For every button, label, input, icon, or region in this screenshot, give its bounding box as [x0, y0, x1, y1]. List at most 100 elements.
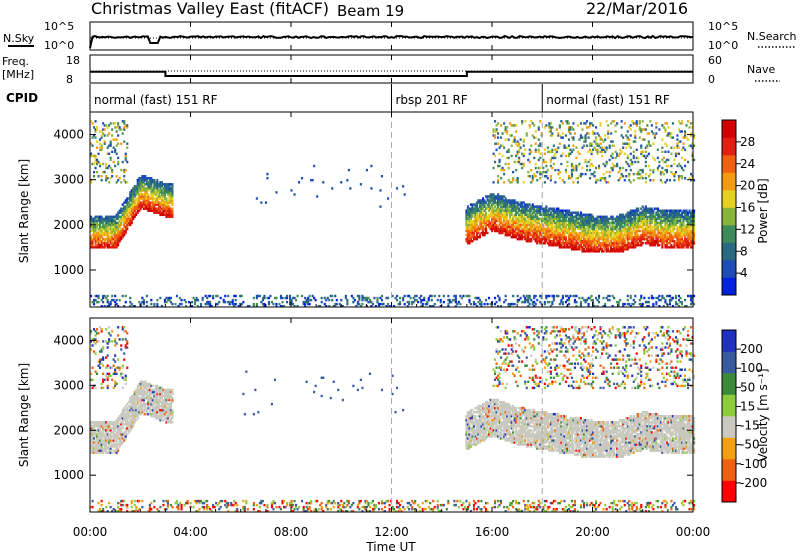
scatter-cell	[587, 237, 590, 241]
scatter-cell	[469, 227, 473, 231]
scatter-cell	[462, 294, 465, 298]
scatter-cell	[542, 170, 545, 174]
scatter-cell	[552, 233, 555, 237]
scatter-cell	[557, 172, 560, 176]
scatter-cell	[570, 150, 574, 154]
scatter-cell	[652, 305, 655, 308]
scatter-cell	[596, 237, 599, 241]
scatter-cell	[103, 246, 106, 249]
scatter-cell	[144, 183, 147, 186]
scatter-cell	[103, 227, 106, 231]
scatter-cell	[664, 130, 667, 133]
scatter-cell	[611, 305, 614, 308]
scatter-cell	[595, 235, 598, 239]
scatter-cell	[596, 223, 599, 227]
scatter-cell	[617, 242, 620, 245]
scatter-cell	[545, 205, 548, 208]
scatter-cell	[596, 246, 599, 249]
scatter-cell	[141, 179, 144, 182]
scatter-cell	[420, 305, 423, 308]
scatter-cell	[106, 177, 109, 180]
scatter-cell	[563, 237, 566, 241]
scatter-cell	[576, 237, 580, 241]
scatter-cell	[575, 164, 578, 168]
scatter-cell	[540, 229, 543, 233]
scatter-cell	[649, 211, 652, 214]
scatter-cell	[466, 225, 470, 229]
scatter-cell	[628, 225, 631, 229]
scatter-cell	[454, 300, 457, 304]
scatter-cell	[635, 237, 638, 241]
scatter-cell	[543, 237, 546, 241]
scatter-cell	[592, 225, 595, 229]
scatter-cell	[142, 195, 145, 198]
scatter-cell	[424, 302, 427, 306]
scatter-cell	[501, 199, 504, 202]
scatter-cell	[417, 300, 420, 304]
scatter-cell	[127, 215, 130, 219]
scatter-cell	[665, 221, 669, 225]
scatter-cell	[598, 225, 601, 229]
scatter-cell	[507, 221, 510, 225]
scatter-cell	[549, 215, 552, 219]
scatter-cell	[576, 164, 580, 168]
scatter-cell	[592, 148, 595, 152]
scatter-cell	[109, 231, 112, 235]
scatter-cell	[611, 166, 614, 170]
scatter-cell	[495, 223, 498, 227]
scatter-cell	[427, 298, 430, 302]
scatter-cell	[674, 296, 678, 300]
scatter-cell	[500, 205, 503, 208]
scatter-cell	[632, 225, 635, 229]
scatter-cell	[423, 298, 426, 302]
scatter-cell	[622, 240, 625, 243]
scatter-cell	[616, 242, 619, 245]
scatter-cell	[539, 225, 542, 229]
scatter-cell	[500, 229, 503, 233]
scatter-cell	[637, 172, 640, 176]
scatter-cell	[646, 305, 649, 308]
scatter-cell	[105, 215, 108, 219]
scatter-cell	[150, 185, 153, 188]
scatter-cell	[240, 294, 243, 298]
scatter-cell	[129, 195, 132, 198]
scatter-cell	[655, 233, 658, 237]
scatter-cell	[629, 242, 632, 245]
scatter-cell	[474, 211, 477, 214]
scatter-cell	[625, 227, 628, 231]
scatter-cell	[510, 201, 513, 204]
scatter-cell	[628, 302, 631, 306]
scatter-cell	[307, 302, 310, 306]
scatter-cell	[91, 443, 94, 446]
scatter-cell	[279, 294, 283, 298]
scatter-cell	[379, 205, 382, 208]
scatter-cell	[142, 185, 145, 188]
scatter-cell	[620, 231, 623, 235]
scatter-cell	[474, 213, 477, 217]
scatter-cell	[506, 223, 509, 227]
scatter-cell	[583, 244, 586, 247]
scatter-cell	[607, 233, 610, 237]
scatter-cell	[634, 122, 637, 125]
scatter-cell	[377, 302, 381, 306]
scatter-cell	[668, 233, 672, 237]
scatter-cell	[658, 229, 661, 233]
scatter-cell	[589, 158, 592, 162]
scatter-cell	[549, 164, 552, 168]
scatter-cell	[640, 211, 643, 214]
scatter-cell	[599, 225, 602, 229]
scatter-cell	[611, 217, 614, 221]
scatter-cell	[399, 302, 402, 306]
scatter-cell	[578, 215, 581, 219]
scatter-cell	[659, 298, 662, 302]
scatter-cell	[486, 231, 489, 235]
scatter-cell	[632, 221, 635, 225]
scatter-cell	[658, 231, 661, 235]
scatter-cell	[507, 179, 510, 182]
scatter-cell	[331, 187, 334, 190]
scatter-cell	[677, 237, 681, 241]
scatter-cell	[596, 233, 599, 237]
scatter-cell	[117, 242, 120, 245]
scatter-cell	[647, 164, 650, 168]
scatter-cell	[123, 207, 126, 210]
